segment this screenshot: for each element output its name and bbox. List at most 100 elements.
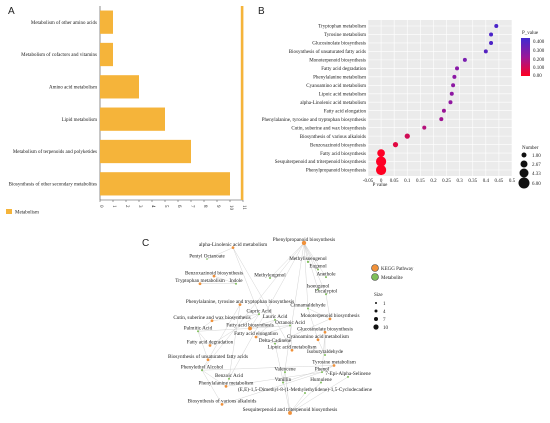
node-label: Anethole <box>316 271 336 277</box>
network-edge <box>201 370 227 387</box>
node-label: Lauric Acid <box>263 314 288 320</box>
pathway-node <box>254 335 258 339</box>
network-edge <box>249 325 291 329</box>
category-label: Tyrosine metabolism <box>324 33 366 38</box>
x-tick-label: 6 <box>176 205 181 208</box>
network-edge <box>206 247 234 260</box>
data-point <box>377 149 385 157</box>
category-label: Fatty acid degradation <box>321 67 366 72</box>
x-tick-label: 2 <box>124 205 129 208</box>
pathway-node <box>212 274 216 278</box>
category-label: Sesquiterpenoid and triterpenoid biosynt… <box>275 160 366 165</box>
node-label: Pentyl Octanoate <box>189 253 225 259</box>
node-label: Humulene <box>310 377 332 383</box>
pathway-node <box>238 303 242 307</box>
data-point <box>449 91 454 96</box>
size-dot <box>374 317 378 321</box>
pathway-node <box>208 344 212 347</box>
bar-legend: Metabolism <box>6 209 39 216</box>
bar <box>240 6 244 200</box>
network-edge <box>274 318 331 344</box>
plot-background <box>368 20 512 176</box>
metabolite-node <box>282 381 284 384</box>
network-edge <box>211 313 260 321</box>
size-legend-value: 4.33 <box>532 172 541 177</box>
category-label: Phenylalanine, tyrosine and tryptophan b… <box>262 118 366 123</box>
network-edge <box>249 314 260 329</box>
network-edge <box>225 371 323 387</box>
x-tick-label: 0.4 <box>483 179 490 184</box>
colorbar-tick: 0.200 <box>533 58 545 63</box>
network-edge <box>289 392 306 414</box>
x-tick-label: 3 <box>137 205 142 208</box>
node-label: Tryptophan metabolism <box>175 278 225 284</box>
size-dot <box>374 309 378 313</box>
pathway-node <box>301 240 307 246</box>
node-label: (E,E)-1,5-Dimethyl-8-(1-Methylethylidene… <box>238 386 373 393</box>
legend-swatch-metabolism <box>6 209 12 214</box>
data-point <box>452 74 457 79</box>
colorbar-tick: 0.00 <box>533 74 542 79</box>
node-label: Delta-Cadinene <box>259 338 292 344</box>
node-label: Phenylalanine metabolism <box>199 381 254 387</box>
data-point <box>455 66 460 71</box>
network-edge <box>289 376 349 414</box>
metabolite-node <box>306 260 310 263</box>
x-tick-label: 10 <box>228 205 233 211</box>
network-edge <box>221 371 323 405</box>
size-dot <box>373 324 379 330</box>
colorbar-tick: 0.400 <box>533 40 545 45</box>
x-axis-label: P value <box>373 183 388 188</box>
x-tick-label: 8 <box>202 205 207 208</box>
category-label: Lipid metabolism <box>62 118 98 123</box>
network-edge <box>274 343 291 413</box>
category-label: Cyanoamino acid metabolism <box>306 84 366 89</box>
x-tick-label: 0.35 <box>468 179 477 184</box>
network-edge <box>307 308 331 320</box>
metabolite-node <box>201 369 203 372</box>
category-label: Metabolism of other amino acids <box>31 21 97 26</box>
category-label: Metabolism of cofactors and vitamins <box>21 53 97 58</box>
metabolite-node <box>324 354 326 356</box>
pathway-node <box>206 358 210 362</box>
legend-label-metabolism: Metabolism <box>15 211 39 216</box>
size-legend-dot <box>520 160 528 168</box>
network-edge <box>282 242 305 383</box>
node-label: Biosynthesis of various alkaloids <box>188 398 257 405</box>
metabolite-node <box>228 377 230 380</box>
colorbar <box>521 38 530 76</box>
data-point <box>392 141 399 148</box>
category-label: alpha-Linolenic acid metabolism <box>300 101 366 106</box>
category-label: Cutin, suberine and wax biosynthesis <box>291 126 366 131</box>
metabolite-node <box>269 277 271 280</box>
network-edge <box>303 242 309 309</box>
size-value: 7 <box>383 318 386 323</box>
pathway-node <box>323 330 327 334</box>
network-edge <box>213 275 237 284</box>
category-label: Amino acid metabolism <box>49 85 97 90</box>
node-label: Phenol <box>315 366 330 372</box>
x-tick-label: 4 <box>150 205 155 208</box>
network-edge <box>232 247 260 315</box>
pathway-node <box>231 246 235 250</box>
x-tick-label: 11 <box>241 205 246 210</box>
pathway-node <box>220 403 224 406</box>
pathway-node <box>316 338 320 342</box>
category-label: Biosynthesis of unsaturated fatty acids <box>289 50 366 55</box>
node-label: Cyanoamino acid metabolism <box>287 334 349 340</box>
metabolite-node <box>274 342 276 345</box>
pathway-node <box>224 384 228 388</box>
network-edge <box>274 319 293 351</box>
metabolite-node <box>284 371 286 374</box>
node-label: Vanillin <box>275 377 292 383</box>
category-label: Monoterpenoid biosynthesis <box>309 59 366 64</box>
network-edge <box>317 339 326 356</box>
size-legend-dot <box>521 152 527 158</box>
node-label: Sesquiterpenoid and triterpenoid biosynt… <box>243 407 338 413</box>
metabolite-node <box>317 268 319 271</box>
node-label: Indole <box>229 278 243 284</box>
legend-pathway-dot <box>371 264 379 272</box>
network-edge <box>303 242 327 295</box>
network-edge <box>303 242 327 278</box>
